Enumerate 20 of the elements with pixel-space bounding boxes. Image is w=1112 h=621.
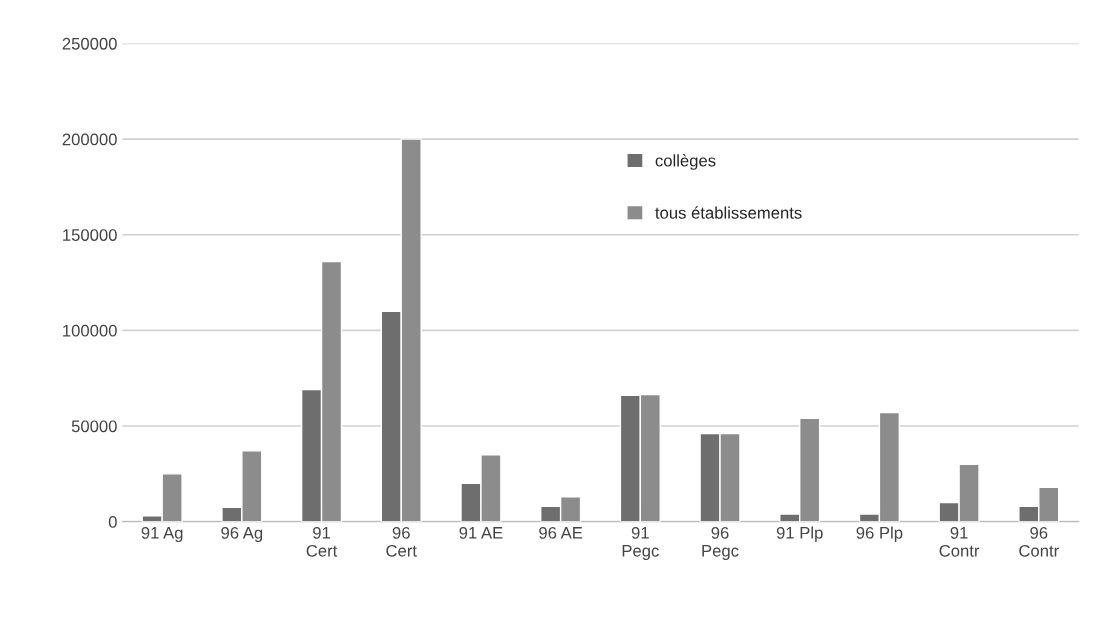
y-tick-label: 250000 <box>62 37 117 50</box>
x-tick-label: 91 Pegc <box>622 526 659 560</box>
y-tick-label: 100000 <box>63 324 117 337</box>
legend-label: tous établissements <box>655 206 802 219</box>
x-tick-label: 96 Plp <box>856 526 903 543</box>
x-tick-label: 96 AE <box>539 526 583 539</box>
y-tick-label: 200000 <box>62 133 117 146</box>
x-tick-label: 91 Ag <box>141 526 183 543</box>
x-tick-label: 91 Cert <box>306 526 338 557</box>
x-tick-label: 91 AE <box>459 526 503 539</box>
y-tick-label: 50000 <box>71 420 117 433</box>
x-tick-label: 96 Cert <box>386 526 417 557</box>
y-tick-label: 150000 <box>63 229 117 241</box>
x-tick-label: 91 Contr <box>939 526 980 557</box>
x-tick-label: 96 Contr <box>1019 526 1059 557</box>
x-tick-label: 96 Ag <box>221 526 263 543</box>
x-tick-label: 96 Pegc <box>702 526 739 560</box>
x-tick-label: 91 Plp <box>776 526 823 543</box>
y-tick-label: 0 <box>108 516 117 528</box>
legend-label: collèges <box>655 154 716 170</box>
